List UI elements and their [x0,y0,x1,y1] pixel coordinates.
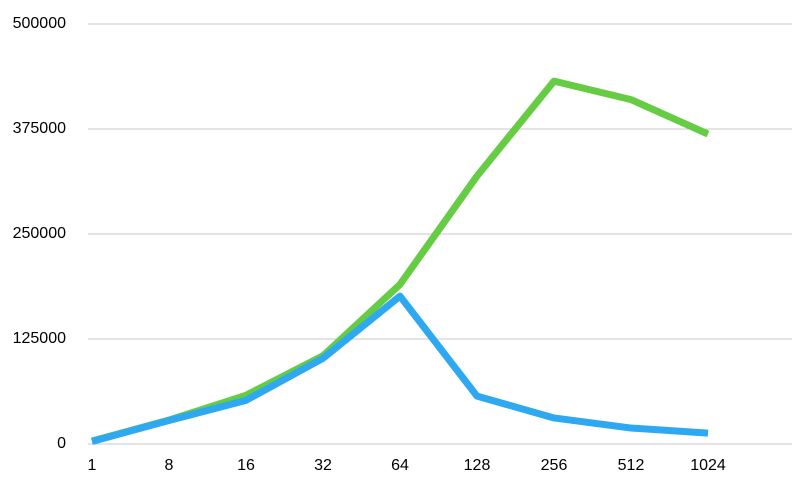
x-tick-label: 1 [88,457,97,474]
y-tick-label: 375000 [13,120,66,137]
y-tick-label: 125000 [13,330,66,347]
y-tick-label: 500000 [13,15,66,32]
y-tick-label: 250000 [13,225,66,242]
x-tick-label: 16 [237,457,255,474]
x-tick-label: 512 [618,457,645,474]
x-tick-label: 256 [541,457,568,474]
x-tick-label: 64 [391,457,409,474]
y-tick-label: 0 [57,435,66,452]
x-tick-label: 1024 [690,457,726,474]
series-line [91,77,710,445]
series-line [91,292,709,445]
x-tick-label: 32 [314,457,332,474]
x-tick-label: 128 [464,457,491,474]
x-tick-label: 8 [165,457,174,474]
